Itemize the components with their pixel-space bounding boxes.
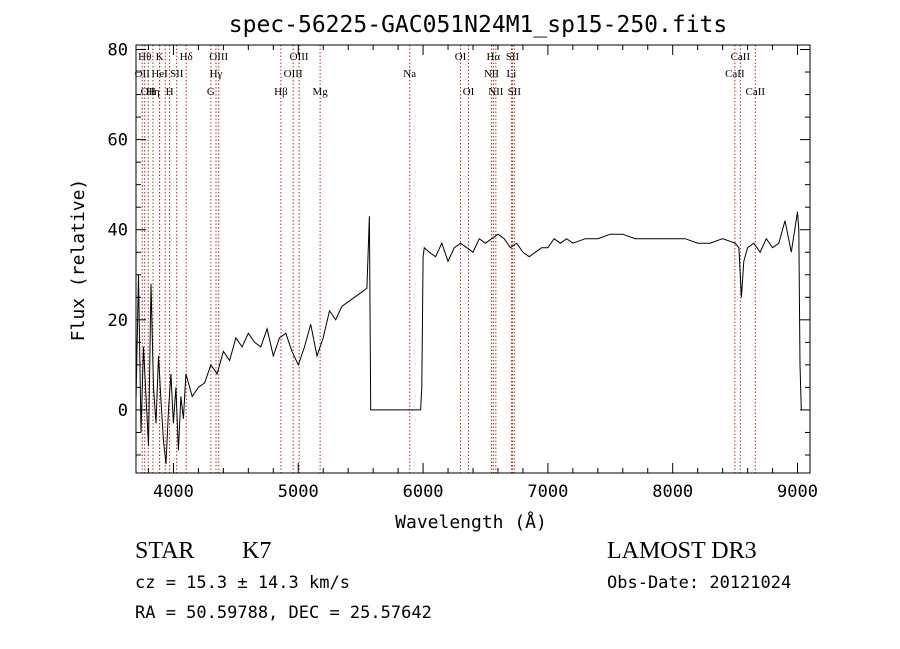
emission-line-markers <box>141 45 756 473</box>
x-tick-label: 4000 <box>153 482 194 502</box>
marker-label-25: SII <box>508 86 522 98</box>
x-axis-label: Wavelength (Å) <box>395 511 547 533</box>
marker-label-24: SII <box>506 51 520 63</box>
marker-label-9: Hδ <box>180 51 193 63</box>
marker-label-21: Hα <box>486 51 500 63</box>
marker-label-3: Hη <box>146 86 160 98</box>
marker-label-14: OIII <box>284 68 303 80</box>
y-axis: 0 20 40 60 80 <box>108 41 810 456</box>
marker-label-4: K <box>156 51 164 63</box>
x-tick-label: 7000 <box>527 482 568 502</box>
y-tick-label: 80 <box>108 41 128 61</box>
marker-label-15: OIII <box>290 51 309 63</box>
y-tick-label: 0 <box>118 401 128 421</box>
spectrum-line <box>135 211 802 465</box>
object-class: STAR <box>135 538 195 564</box>
marker-label-5: HeI <box>151 68 168 80</box>
x-tick-label: 5000 <box>278 482 319 502</box>
emission-line-labels: OIIHθOIIHηKHeIHSIIHδGHγOIIIHβOIIIOIIIMgN… <box>135 51 766 98</box>
y-tick-label: 40 <box>108 221 128 241</box>
spectral-subclass: K7 <box>242 538 272 564</box>
marker-label-13: Hβ <box>274 86 288 98</box>
y-tick-label: 60 <box>108 131 128 151</box>
redshift-text: cz = 15.3 ± 14.3 km/s <box>135 573 350 593</box>
marker-label-12: OIII <box>209 51 228 63</box>
marker-label-22: NII <box>488 86 504 98</box>
marker-label-23: Li <box>507 68 517 80</box>
x-tick-label: 9000 <box>777 482 818 502</box>
coordinates: RA = 50.59788, DEC = 25.57642 <box>135 603 432 623</box>
x-axis: 4000 5000 6000 7000 8000 9000 <box>147 45 818 502</box>
marker-label-2: OII <box>141 86 157 98</box>
marker-label-8: SII <box>170 68 184 80</box>
marker-label-28: CaII <box>746 86 766 98</box>
marker-label-1: Hθ <box>138 51 151 63</box>
marker-label-17: Na <box>403 68 416 80</box>
marker-label-11: Hγ <box>210 68 223 80</box>
survey-name: LAMOST DR3 <box>607 538 757 564</box>
marker-label-16: Mg <box>312 86 328 98</box>
chart-title: spec-56225-GAC051N24M1_sp15-250.fits <box>229 12 728 38</box>
x-tick-label: 8000 <box>652 482 693 502</box>
marker-label-19: OI <box>463 86 475 98</box>
marker-label-18: OI <box>455 51 467 63</box>
marker-label-27: CaII <box>731 51 751 63</box>
marker-label-7: H <box>166 86 174 98</box>
marker-label-20: NII <box>484 68 500 80</box>
marker-label-10: G <box>207 86 215 98</box>
x-tick-label: 6000 <box>403 482 444 502</box>
marker-label-26: CaII <box>725 68 745 80</box>
y-axis-label: Flux (relative) <box>68 179 89 342</box>
obs-date: Obs-Date: 20121024 <box>607 573 792 593</box>
y-tick-label: 20 <box>108 311 128 331</box>
marker-label-0: OII <box>135 68 151 80</box>
plot-frame <box>135 44 811 474</box>
